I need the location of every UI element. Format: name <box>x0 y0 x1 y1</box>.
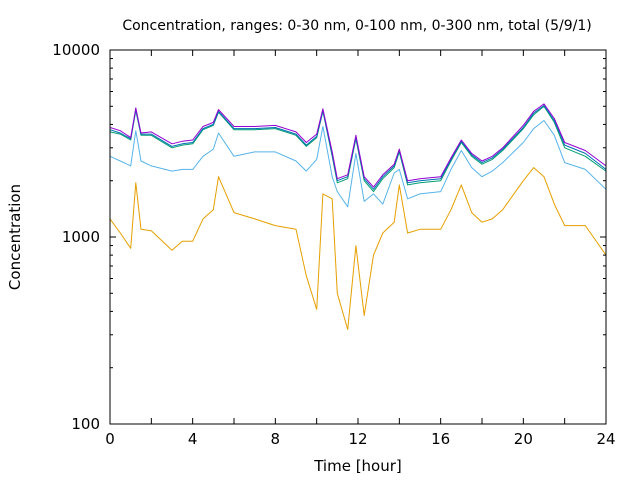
x-tick-label: 0 <box>105 430 115 448</box>
x-tick-label: 24 <box>596 430 615 448</box>
y-tick-label: 10000 <box>52 41 100 59</box>
series-layer <box>109 103 607 330</box>
y-tick-label: 100 <box>71 415 100 433</box>
series-line-2 <box>109 120 607 208</box>
x-tick-label: 16 <box>431 430 450 448</box>
series-line-1 <box>109 167 607 330</box>
chart-title: Concentration, ranges: 0-30 nm, 0-100 nm… <box>122 18 591 34</box>
x-tick-label: 12 <box>348 430 367 448</box>
x-tick-label: 8 <box>271 430 281 448</box>
tick-layer: 0 4 8 12 16 20 24 100 1000 10000 <box>52 41 615 448</box>
plot-frame <box>109 49 607 425</box>
x-tick-label: 4 <box>188 430 198 448</box>
x-tick-label: 20 <box>514 430 533 448</box>
x-axis-label: Time [hour] <box>313 457 402 475</box>
y-tick-label: 1000 <box>62 228 100 246</box>
series-line-5 <box>109 103 607 188</box>
y-axis-label: Concentration <box>6 184 24 290</box>
